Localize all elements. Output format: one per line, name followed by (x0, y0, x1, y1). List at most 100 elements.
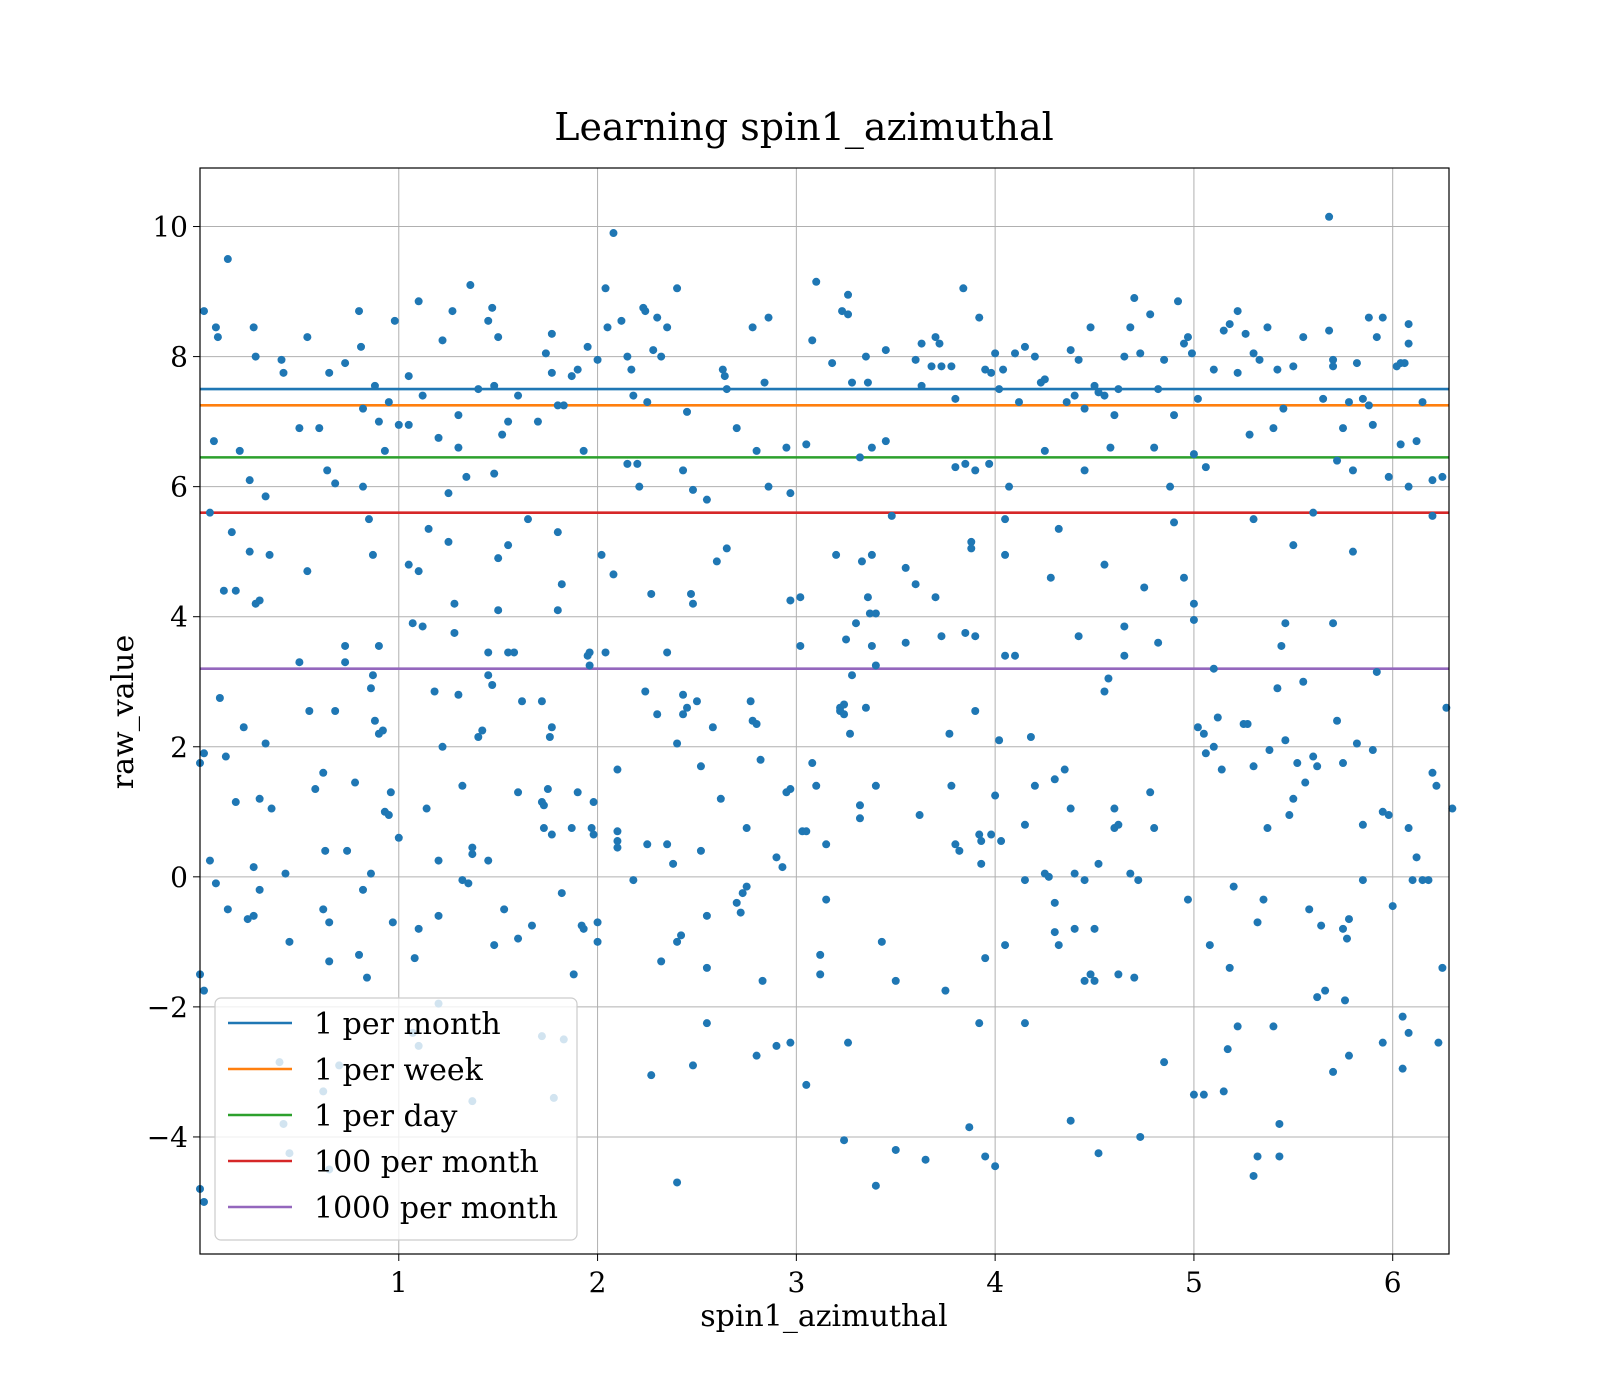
data-point (265, 550, 274, 559)
data-point (458, 876, 467, 885)
data-point (649, 346, 658, 355)
data-point (712, 557, 721, 566)
data-point (404, 420, 413, 429)
data-point (343, 846, 352, 855)
data-point (1086, 970, 1095, 979)
data-point (1136, 1132, 1145, 1141)
data-point (1140, 583, 1149, 592)
data-point (917, 339, 926, 348)
data-point (802, 827, 811, 836)
data-point (223, 255, 232, 264)
data-point (1166, 482, 1175, 491)
data-point (601, 648, 610, 657)
data-point (366, 684, 375, 693)
data-point (679, 690, 688, 699)
data-point (752, 446, 761, 455)
data-point (1205, 941, 1214, 950)
data-point (1233, 307, 1242, 316)
data-point (840, 700, 849, 709)
data-point (718, 365, 727, 374)
data-point (1136, 349, 1145, 358)
data-point (641, 687, 650, 696)
data-point (1229, 882, 1238, 891)
data-point (1050, 898, 1059, 907)
data-point (567, 824, 576, 833)
data-point (527, 921, 536, 930)
data-point (331, 479, 340, 488)
data-point (959, 284, 968, 293)
data-point (295, 658, 304, 667)
data-point (1026, 733, 1035, 742)
data-point (1090, 924, 1099, 933)
data-point (673, 937, 682, 946)
data-point (673, 739, 682, 748)
data-point (647, 589, 656, 598)
data-point (756, 755, 765, 764)
data-point (677, 931, 686, 940)
data-point (359, 404, 368, 413)
data-point (255, 885, 264, 894)
data-point (937, 362, 946, 371)
data-point (971, 707, 980, 715)
data-point (311, 785, 320, 794)
data-point (736, 908, 745, 917)
data-point (261, 739, 270, 748)
data-point (1249, 1171, 1258, 1180)
data-point (1066, 346, 1075, 355)
data-point (1054, 524, 1063, 533)
data-point (748, 323, 757, 332)
data-point (1209, 664, 1218, 673)
data-point (251, 352, 260, 361)
data-point (838, 307, 847, 316)
data-point (1352, 739, 1361, 748)
legend: 1 per month 1 per week 1 per day 100 per mo… (214, 997, 578, 1241)
data-point (1070, 391, 1079, 400)
data-point (215, 693, 224, 702)
data-point (1050, 775, 1059, 784)
data-point (1281, 619, 1290, 628)
data-point (384, 811, 393, 820)
data-point (955, 846, 964, 855)
data-point (738, 889, 747, 898)
data-point (995, 385, 1004, 394)
data-point (462, 472, 471, 481)
data-point (947, 362, 956, 371)
data-point (1289, 794, 1298, 803)
data-point (716, 794, 725, 803)
data-point (1329, 1067, 1338, 1076)
data-point (1364, 401, 1373, 410)
data-point (1050, 928, 1059, 937)
data-point (1404, 1028, 1413, 1037)
data-point (355, 307, 364, 316)
data-point (545, 733, 554, 742)
data-point (865, 609, 874, 618)
data-point (1100, 687, 1109, 696)
data-point (1110, 411, 1119, 420)
data-point (450, 628, 459, 637)
data-point (1309, 508, 1318, 517)
chart-title: Learning spin1_azimuthal (554, 105, 1054, 150)
plot-frame (199, 167, 1450, 1255)
data-point (1364, 313, 1373, 322)
data-point (285, 937, 294, 946)
data-point (1179, 573, 1188, 582)
data-point (1187, 349, 1196, 358)
data-point (1094, 859, 1103, 868)
data-point (1269, 424, 1278, 433)
data-point (673, 1178, 682, 1187)
data-point (981, 1152, 990, 1161)
data-point (537, 697, 546, 706)
data-point (484, 316, 493, 325)
data-point (901, 638, 910, 647)
data-point (857, 557, 866, 566)
data-point (951, 840, 960, 849)
data-point (1249, 349, 1258, 358)
data-point (251, 599, 260, 608)
data-point (319, 905, 328, 914)
data-point (364, 515, 373, 524)
data-point (368, 671, 377, 680)
data-point (1199, 729, 1208, 738)
data-point (981, 954, 990, 963)
data-point (867, 550, 876, 559)
data-point (975, 313, 984, 322)
